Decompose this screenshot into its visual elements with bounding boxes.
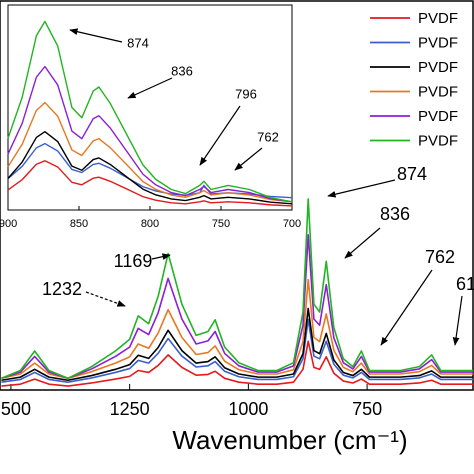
legend-label: PVDF	[418, 34, 458, 51]
x-tick-label: 1250	[110, 399, 150, 419]
series-line	[1, 233, 473, 380]
annotation-arrow	[344, 227, 381, 259]
x-tick-label: 900	[0, 218, 17, 230]
annotation: 1232	[42, 279, 82, 299]
x-tick-label: 700	[283, 218, 301, 230]
inset-frame	[7, 4, 293, 211]
annotation-arrow	[199, 105, 241, 166]
annotation: 874	[127, 35, 149, 50]
legend-label: PVDF	[418, 108, 458, 125]
legend-label: PVDF	[418, 132, 458, 149]
series-line	[7, 20, 293, 203]
annotation: 762	[257, 129, 279, 144]
annotation: 836	[171, 63, 193, 78]
series-line	[7, 65, 293, 203]
annotation-arrow	[85, 291, 126, 307]
annotation-arrow	[151, 253, 171, 260]
x-tick-label: 1500	[0, 399, 31, 419]
series-line	[1, 198, 473, 380]
series-line	[7, 101, 293, 203]
annotation: 836	[380, 204, 410, 224]
plot-frame	[0, 0, 474, 391]
x-tick-label: 850	[70, 218, 88, 230]
series-line	[1, 278, 473, 380]
legend-label: PVDF	[418, 10, 458, 27]
annotation-arrow	[234, 147, 263, 171]
legend-label: PVDF	[418, 59, 458, 76]
series-line	[1, 340, 473, 387]
x-axis-label: Wavenumber (cm⁻¹)	[172, 425, 407, 455]
x-tick-label: 1000	[228, 399, 268, 419]
legend-label: PVDF	[418, 83, 458, 100]
x-tick-label: 750	[212, 218, 230, 230]
annotation: 874	[397, 164, 427, 184]
x-tick-label: 750	[352, 399, 382, 419]
annotation-arrow	[127, 77, 173, 99]
annotation: 796	[235, 86, 257, 101]
series-line	[1, 318, 473, 383]
annotation-arrow	[69, 28, 123, 43]
main-plot: 1500125010007508748367626111691232PVDFPV…	[0, 10, 474, 419]
series-line	[1, 307, 473, 382]
annotation: 762	[425, 247, 455, 267]
annotation-arrow	[380, 269, 433, 346]
annotation-arrow	[327, 179, 396, 198]
annotation-arrow	[452, 295, 463, 346]
annotation: 61	[456, 274, 474, 294]
inset-plot: 900 850 800 750 700 874 836 796 762	[0, 20, 301, 230]
series-line	[7, 160, 293, 207]
annotation: 1169	[114, 251, 153, 271]
series-line	[7, 130, 293, 205]
x-tick-label: 800	[141, 218, 159, 230]
